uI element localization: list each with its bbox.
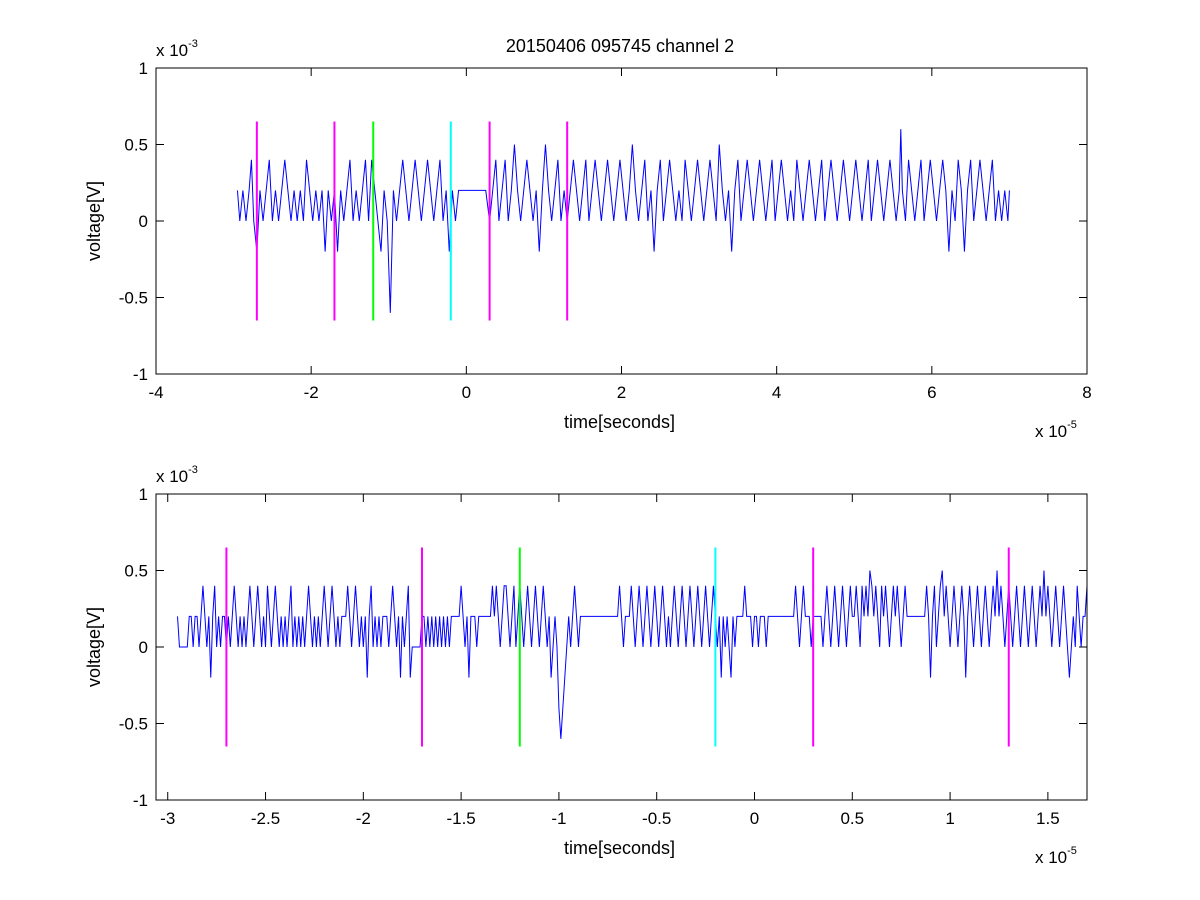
x-tick-label: 0 [462, 383, 471, 402]
x-scale-exponent: x 10-5 [1035, 419, 1077, 441]
y-scale-exponent: x 10-3 [156, 464, 198, 486]
y-axis-label: voltage[V] [84, 181, 104, 261]
plot-top: -4 -2 0 2 4 6 8 -1 -0.5 0 0.5 1 time[seconds] voltage… [84, 38, 1092, 441]
y-tick-label: 0 [139, 212, 148, 231]
axes-box [155, 493, 1088, 801]
x-tick-label: 6 [927, 383, 936, 402]
x-tick-label: 0.5 [840, 809, 864, 828]
plot-bottom: -3 -2.5 -2 -1.5 -1 -0.5 0 0.5 1 1.5 -1 -0.5 0 0.5 1 tim… [84, 464, 1088, 867]
y-tick-label: 0.5 [124, 136, 148, 155]
y-tick-label: -1 [133, 365, 148, 384]
signal-trace [177, 570, 1088, 739]
x-scale-exponent: x 10-5 [1035, 845, 1077, 867]
x-tick-label: 4 [772, 383, 781, 402]
y-tick-label: 1 [139, 59, 148, 78]
x-tick-label: -2 [304, 383, 319, 402]
x-tick-label: 8 [1082, 383, 1091, 402]
x-tick-label: 0 [750, 809, 759, 828]
signal-trace [236, 129, 1010, 313]
x-tick-label: -1 [551, 809, 566, 828]
y-scale-exponent: x 10-3 [156, 38, 198, 60]
x-tick-label: -3 [160, 809, 175, 828]
y-axis-label: voltage[V] [84, 607, 104, 687]
x-tick-label: -2 [356, 809, 371, 828]
y-tick-label: 0 [139, 638, 148, 657]
x-tick-label: -0.5 [642, 809, 671, 828]
x-tick-label: 2 [617, 383, 626, 402]
y-tick-label: -0.5 [119, 715, 148, 734]
y-tick-label: 0.5 [124, 562, 148, 581]
chart-title: 20150406 095745 channel 2 [506, 36, 734, 56]
x-tick-label: 1.5 [1036, 809, 1060, 828]
x-axis-label: time[seconds] [564, 838, 675, 858]
x-tick-label: -2.5 [251, 809, 280, 828]
y-tick-label: -1 [133, 791, 148, 810]
x-tick-label: -1.5 [446, 809, 475, 828]
x-axis-label: time[seconds] [564, 412, 675, 432]
y-tick-label: 1 [139, 485, 148, 504]
x-tick-label: 1 [945, 809, 954, 828]
x-tick-label: -4 [148, 383, 163, 402]
y-tick-label: -0.5 [119, 289, 148, 308]
